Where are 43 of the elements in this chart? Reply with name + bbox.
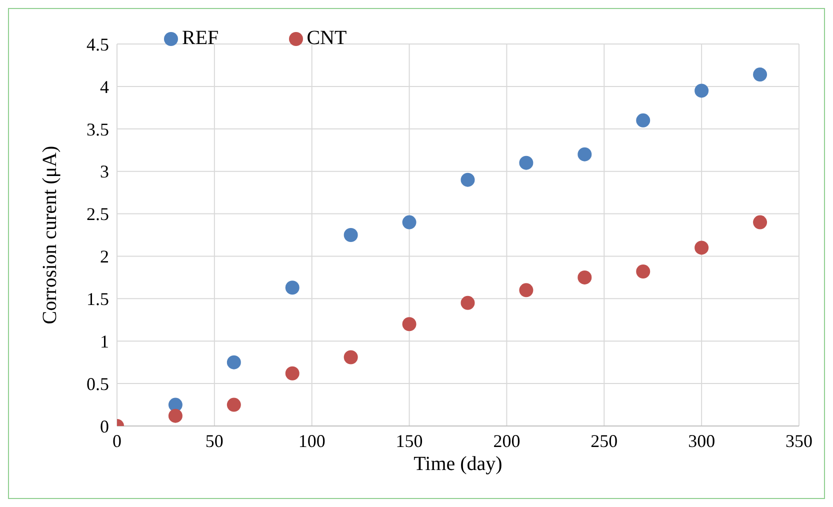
point	[519, 156, 534, 170]
y-tick-label: 2	[100, 246, 109, 267]
legend-label: CNT	[306, 27, 347, 49]
x-tick-label: 300	[688, 430, 716, 451]
point	[753, 68, 768, 82]
point	[285, 366, 300, 380]
point	[285, 280, 300, 295]
point	[460, 172, 475, 187]
y-tick-label: 0	[100, 416, 109, 436]
y-axis-title: Corrosion curent (μA)	[39, 146, 62, 324]
point	[519, 283, 534, 298]
x-tick-label: 0	[112, 430, 122, 451]
point	[460, 296, 475, 310]
point	[402, 317, 416, 332]
y-tick-label: 3	[100, 162, 109, 182]
point	[344, 350, 358, 364]
x-tick-label: 50	[205, 430, 224, 451]
legend-label: REF	[182, 27, 219, 49]
point	[226, 355, 241, 370]
x-tick-label: 250	[590, 430, 618, 451]
x-tick-label: 200	[493, 430, 520, 451]
point	[578, 270, 592, 284]
y-tick-label: 0.5	[86, 374, 109, 394]
point	[636, 113, 650, 128]
point	[226, 398, 241, 412]
x-tick-label: 350	[786, 430, 812, 451]
point	[694, 240, 709, 255]
point	[168, 408, 182, 423]
x-tick-label: 150	[396, 430, 423, 451]
y-tick-label: 3.5	[86, 119, 109, 140]
y-tick-label: 1.5	[86, 289, 109, 310]
y-tick-label: 4	[100, 76, 109, 97]
x-axis-title: Time (day)	[414, 453, 502, 475]
point	[753, 215, 768, 230]
y-tick-label: 1	[100, 332, 109, 352]
y-tick-label: 2.5	[86, 204, 109, 224]
y-tick-label: 4.5	[86, 34, 109, 54]
point	[578, 147, 592, 162]
point	[402, 215, 416, 230]
x-tick-label: 100	[298, 430, 326, 451]
point	[344, 228, 358, 242]
point	[694, 84, 709, 98]
point	[636, 264, 650, 278]
